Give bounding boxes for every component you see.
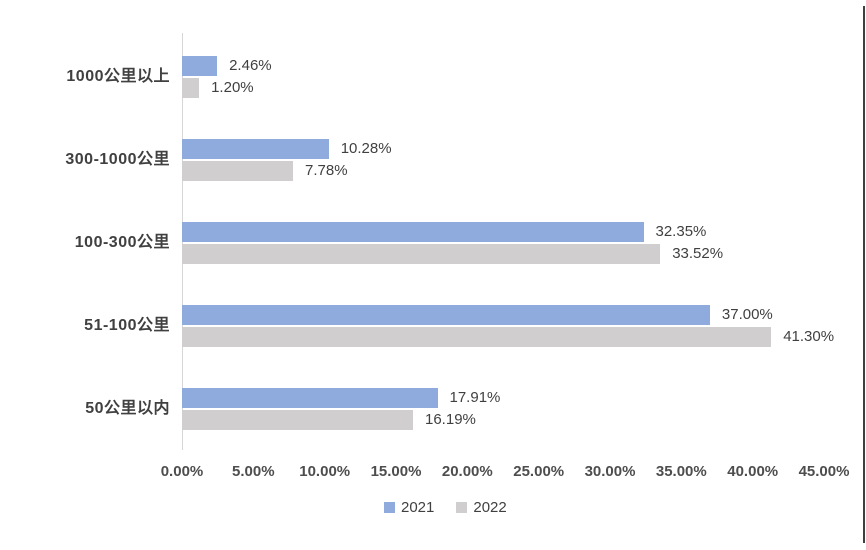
x-tick-label: 30.00%: [584, 463, 636, 480]
x-tick-label: 25.00%: [513, 463, 565, 480]
bar-2022: [182, 326, 772, 347]
legend-swatch-icon: [456, 502, 468, 513]
value-label-2021: 17.91%: [449, 388, 501, 406]
bar-2021: [182, 387, 438, 408]
right-border-line: [863, 6, 865, 543]
legend-item-2022: 2022: [456, 499, 507, 516]
x-tick-label: 0.00%: [160, 463, 204, 480]
value-label-2021: 2.46%: [229, 57, 272, 75]
legend-label: 2021: [401, 499, 435, 516]
value-label-2021: 10.28%: [340, 140, 392, 158]
value-label-2021: 32.35%: [655, 223, 707, 240]
value-label-2022: 41.30%: [783, 327, 835, 345]
bar-2022: [182, 244, 661, 264]
bar-2021: [182, 56, 218, 77]
legend-swatch-icon: [384, 502, 395, 513]
category-label: 50公里以内: [85, 399, 170, 417]
bar-2021: [182, 304, 710, 325]
bar-2021: [182, 139, 329, 160]
legend-label: 2022: [473, 499, 507, 516]
x-tick-label: 20.00%: [441, 463, 493, 480]
legend-item-2021: 2021: [384, 499, 434, 516]
x-tick-label: 15.00%: [370, 463, 422, 480]
value-label-2021: 37.00%: [721, 305, 773, 323]
x-tick-label: 35.00%: [655, 463, 707, 480]
value-label-2022: 7.78%: [305, 162, 348, 180]
bar-2021: [182, 222, 644, 242]
x-tick-label: 10.00%: [299, 463, 351, 480]
category-label: 300-1000公里: [65, 151, 170, 169]
value-label-2022: 16.19%: [425, 410, 476, 428]
x-tick-label: 40.00%: [727, 463, 779, 480]
legend: 2021 2022: [384, 499, 507, 516]
x-tick-label: 45.00%: [798, 463, 850, 480]
category-label: 100-300公里: [74, 234, 170, 251]
bar-2022: [182, 161, 293, 182]
x-tick-label: 5.00%: [232, 463, 275, 480]
bar-2022: [182, 78, 200, 99]
category-label: 1000公里以上: [66, 68, 170, 86]
bar-2022: [182, 409, 413, 430]
value-label-2022: 1.20%: [211, 79, 254, 97]
value-label-2022: 33.52%: [672, 245, 724, 262]
category-label: 51-100公里: [84, 316, 170, 334]
